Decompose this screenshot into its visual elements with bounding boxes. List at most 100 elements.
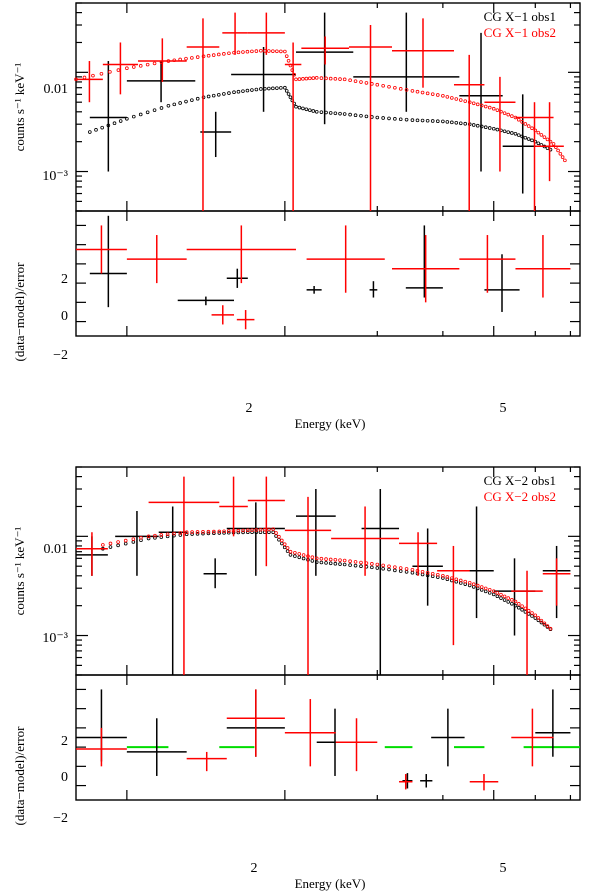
model-point: [118, 119, 123, 123]
model-point: [502, 598, 507, 602]
model-point: [506, 600, 511, 604]
model-point: [359, 560, 363, 565]
model-point: [526, 608, 531, 613]
model-point: [263, 49, 267, 53]
model-point: [288, 549, 293, 554]
cgx1-residual-ticks: [76, 211, 580, 336]
spectrum-bin-obs2: [247, 476, 285, 567]
model-point: [338, 558, 342, 562]
model-point: [319, 110, 324, 114]
model-point: [297, 105, 302, 110]
model-point: [286, 92, 291, 96]
model-point: [435, 93, 440, 97]
model-point: [533, 128, 538, 133]
model-point: [314, 560, 319, 564]
cgx1-resid-ytick-m2: −2: [53, 348, 68, 363]
cgx2-legend-obs1: CG X−2 obs1: [484, 473, 556, 488]
model-point: [364, 81, 369, 85]
model-point: [495, 591, 500, 595]
model-point: [458, 578, 463, 583]
model-point: [172, 102, 177, 107]
spectrum-bin-obs2: [399, 532, 438, 576]
model-point: [206, 531, 211, 536]
model-point: [475, 583, 480, 588]
model-point: [491, 106, 496, 111]
model-point: [211, 93, 216, 98]
spectrum-bin-obs2: [102, 42, 138, 95]
cgx1-residual-frame: [75, 210, 581, 337]
model-point: [100, 125, 104, 130]
model-point: [310, 559, 315, 563]
model-point: [319, 76, 324, 80]
model-point: [116, 68, 121, 72]
model-point: [499, 596, 503, 600]
spectrum-bin-obs2: [392, 18, 454, 88]
model-point: [227, 91, 231, 95]
cgx2-resid-ytick-0: 0: [61, 770, 68, 785]
model-point: [520, 604, 524, 608]
model-point: [258, 527, 263, 532]
model-point: [301, 553, 306, 557]
model-point: [530, 138, 534, 143]
model-point: [294, 104, 298, 109]
model-point: [324, 561, 328, 565]
model-point: [542, 135, 547, 139]
spectrum-bin-obs2: [453, 54, 485, 211]
model-point: [178, 531, 183, 535]
model-point: [499, 592, 503, 597]
model-point: [502, 594, 507, 599]
model-point: [548, 139, 553, 144]
model-point: [310, 555, 315, 560]
model-point: [348, 559, 352, 564]
model-point: [333, 558, 338, 562]
model-point: [172, 531, 176, 536]
model-point: [123, 538, 128, 543]
model-point: [212, 531, 216, 536]
model-point: [375, 115, 380, 120]
model-point: [370, 565, 374, 570]
model-point: [152, 108, 157, 112]
model-point: [393, 117, 397, 121]
model-point: [479, 585, 484, 589]
model-point: [483, 104, 488, 109]
model-point: [410, 567, 415, 572]
model-point: [288, 95, 293, 100]
model-point: [353, 563, 358, 568]
model-point: [236, 530, 241, 535]
model-point: [328, 111, 333, 115]
model-point: [146, 536, 151, 541]
model-point: [284, 54, 289, 58]
model-point: [463, 99, 468, 103]
model-point: [523, 135, 528, 140]
spectrum-bin-obs2: [542, 558, 571, 606]
model-point: [246, 530, 250, 535]
model-point: [222, 52, 226, 56]
model-point: [420, 569, 425, 574]
model-point: [166, 103, 171, 108]
spectrum-bin-obs2: [284, 496, 332, 675]
model-point: [441, 576, 445, 580]
model-point: [246, 528, 250, 533]
model-point: [526, 124, 531, 128]
model-point: [245, 88, 250, 93]
model-point: [483, 586, 488, 591]
model-point: [166, 59, 171, 63]
model-point: [410, 89, 415, 93]
model-point: [314, 110, 319, 114]
spectrum-bin-obs2: [76, 532, 108, 576]
model-point: [506, 130, 511, 134]
model-point: [445, 120, 450, 124]
model-point: [430, 571, 435, 576]
model-point: [506, 596, 511, 600]
residual-bin-obs1: [431, 708, 465, 767]
model-point: [159, 535, 164, 539]
residual-bin-obs1: [177, 296, 235, 306]
model-point: [502, 111, 507, 115]
model-point: [231, 529, 236, 533]
spectrum-bin-obs2: [186, 18, 220, 211]
cgx2-xtick-5: 5: [500, 861, 507, 876]
cgx2-residual-marks: [76, 689, 580, 791]
model-point: [502, 129, 507, 134]
spectrum-bin-obs2: [148, 476, 220, 675]
